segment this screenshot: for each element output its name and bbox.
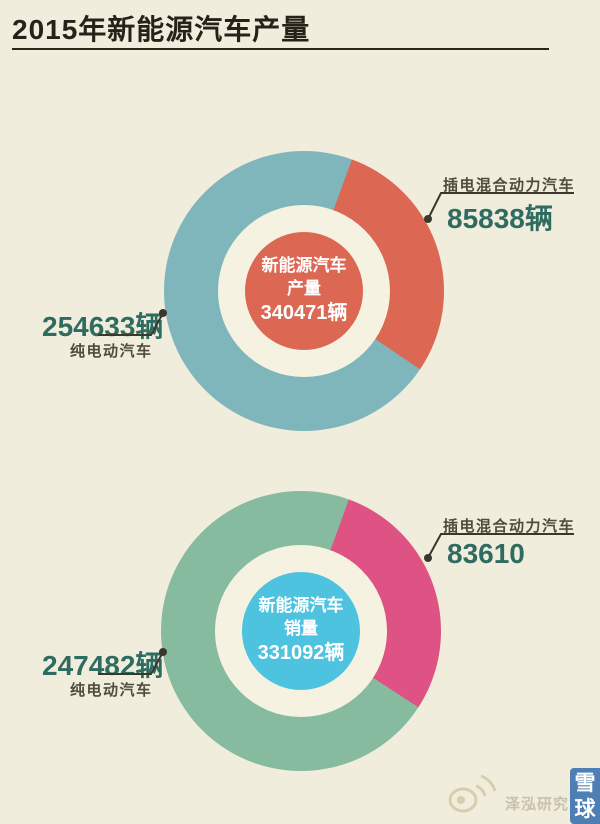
sales-electric-label: 纯电动汽车 <box>70 682 153 699</box>
sales-total-value: 331092辆 <box>257 642 345 665</box>
xueqiu-badge-char2: 球 <box>574 798 596 821</box>
page-title: 2015年新能源汽车产量 <box>12 14 311 45</box>
sales-hybrid-value: 83610 <box>447 538 525 569</box>
title-underline <box>12 48 549 50</box>
production-center-badge: 新能源汽车 产量 340471辆 <box>245 232 363 350</box>
xueqiu-badge-char1: 雪 <box>574 772 596 795</box>
production-center-line1: 新能源汽车 <box>261 255 347 275</box>
sales-hybrid-label: 插电混合动力汽车 <box>443 518 576 535</box>
production-center-line2: 产量 <box>287 278 321 298</box>
production-electric-value: 254633辆 <box>42 311 164 342</box>
sales-electric-value: 247482辆 <box>42 650 164 681</box>
production-electric-label: 纯电动汽车 <box>70 343 153 360</box>
leader-dot-sales-hybrid <box>424 554 432 562</box>
sales-center-line2: 销量 <box>284 618 318 638</box>
xueqiu-badge: 雪 球 <box>570 768 600 824</box>
sales-center-badge: 新能源汽车 销量 331092辆 <box>242 572 360 690</box>
weibo-logo-icon <box>448 774 497 813</box>
sales-center-line1: 新能源汽车 <box>258 595 344 615</box>
production-hybrid-label: 插电混合动力汽车 <box>443 177 576 194</box>
production-total-value: 340471辆 <box>260 302 348 325</box>
production-hybrid-value: 85838辆 <box>447 203 553 234</box>
